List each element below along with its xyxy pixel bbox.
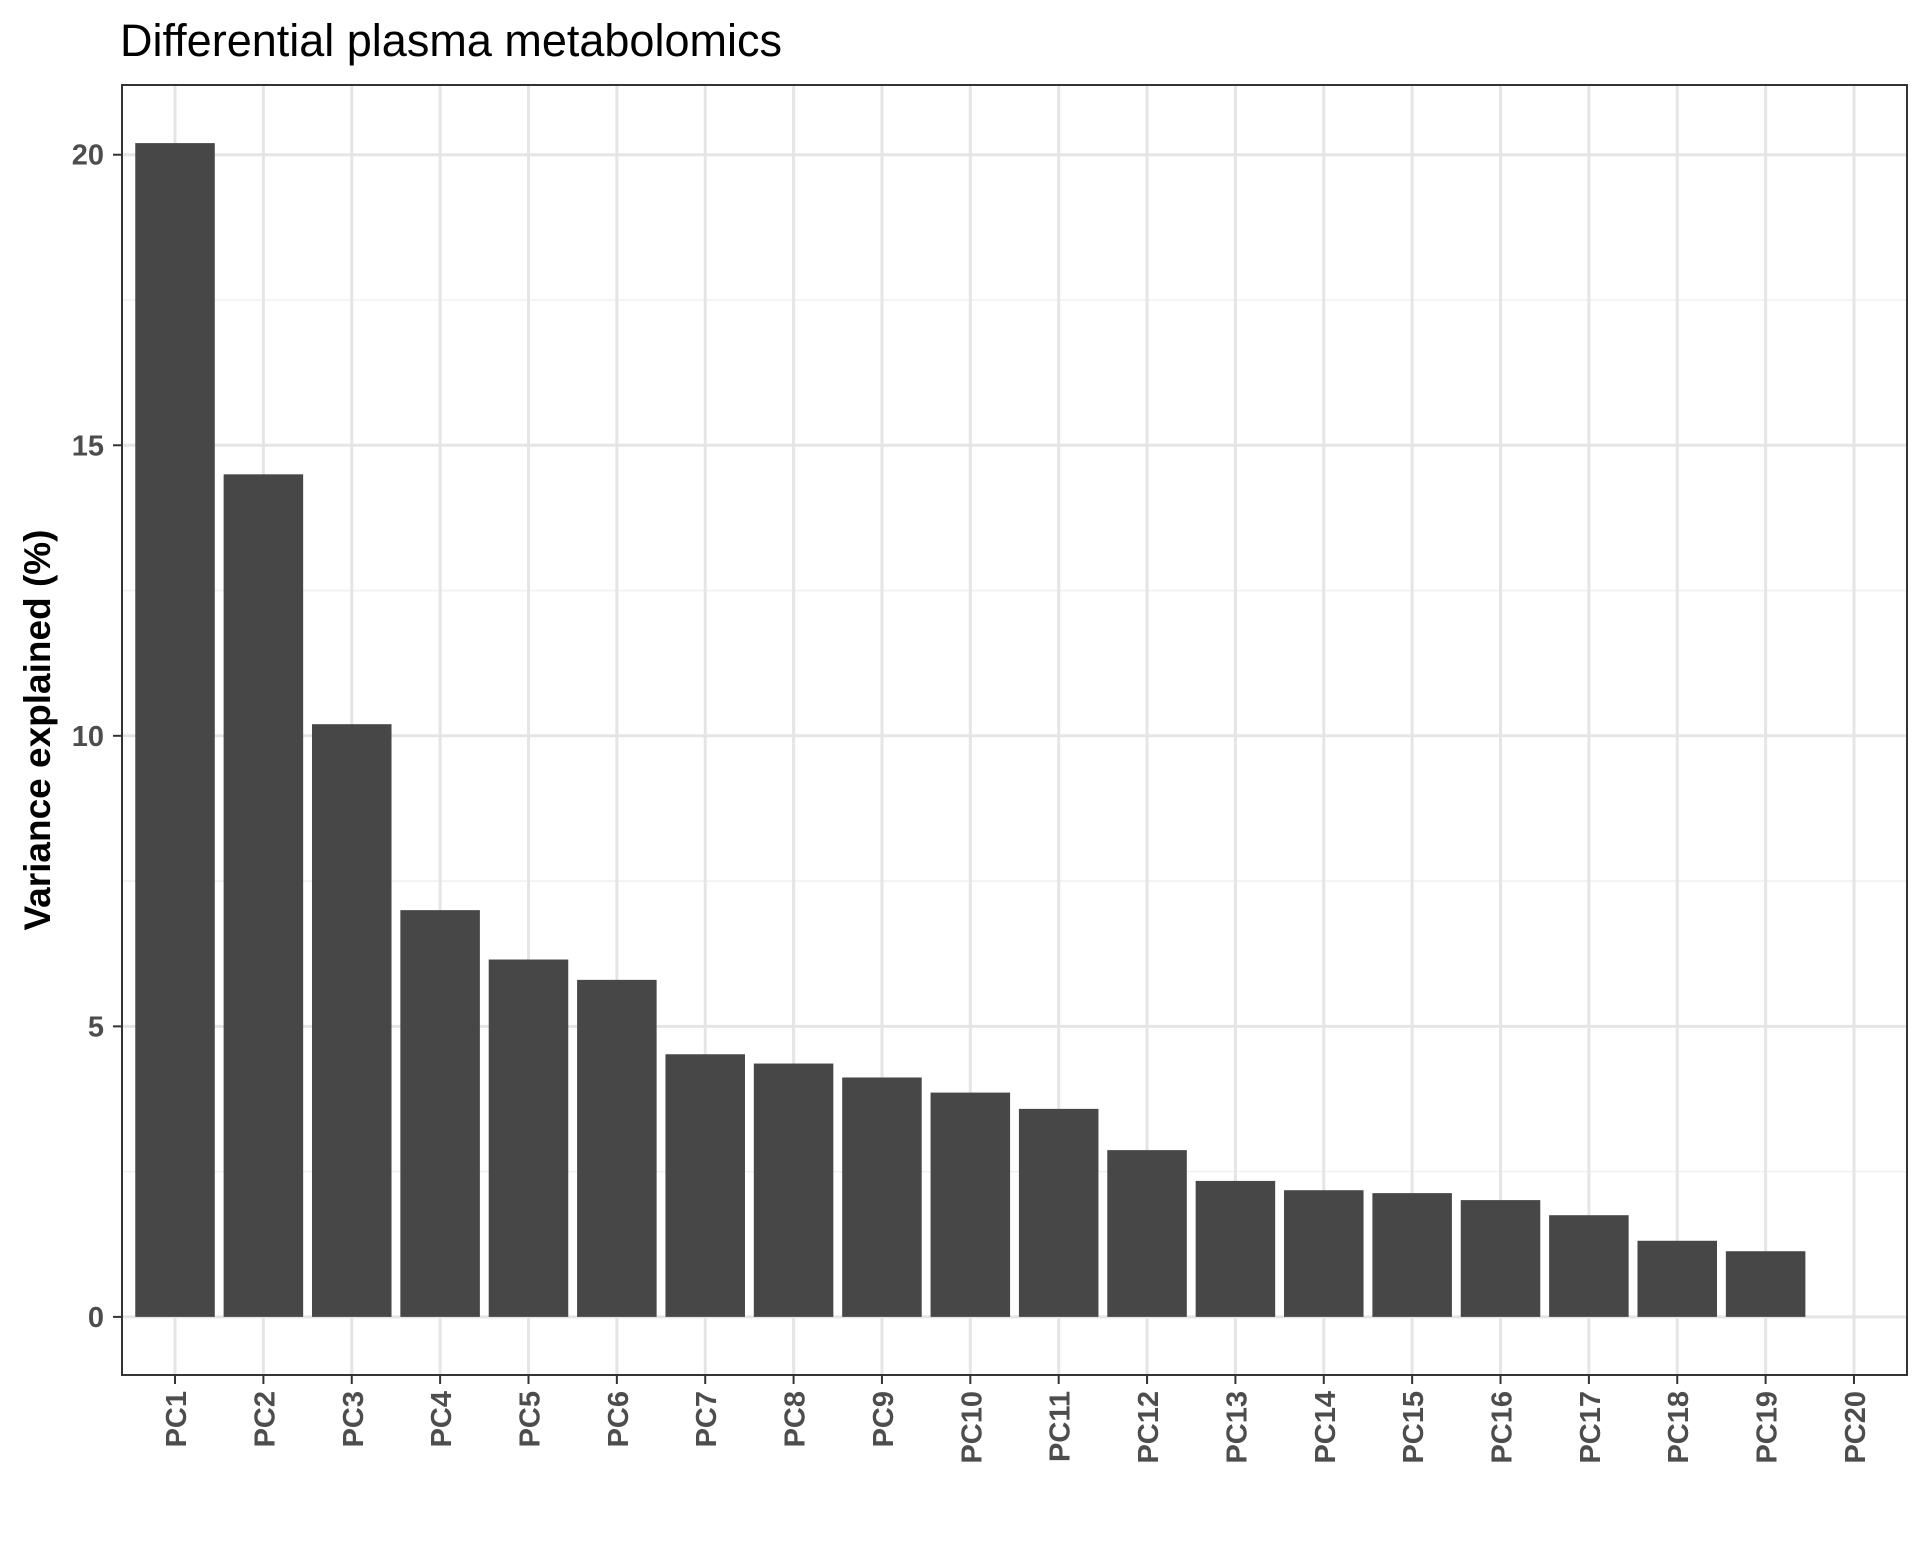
bar-pc11 (1018, 1108, 1099, 1317)
x-tick-label: PC1 (161, 1391, 193, 1447)
x-tick-label: PC11 (1045, 1391, 1077, 1462)
x-tick-label: PC12 (1133, 1391, 1165, 1464)
bar-pc10 (930, 1092, 1011, 1317)
x-tick-label: PC7 (691, 1391, 723, 1447)
bar-pc1 (135, 143, 215, 1317)
x-tick-label: PC3 (338, 1391, 370, 1447)
x-tick-label: PC9 (868, 1391, 900, 1447)
x-tick-label: PC17 (1575, 1391, 1607, 1464)
y-tick-label: 15 (72, 430, 104, 462)
x-tick-label: PC10 (956, 1391, 988, 1464)
x-tick-label: PC13 (1221, 1391, 1253, 1464)
bar-pc14 (1284, 1190, 1364, 1317)
chart-title: Differential plasma metabolomics (120, 15, 782, 66)
bar-pc4 (400, 910, 480, 1317)
x-tick-label: PC5 (514, 1391, 546, 1447)
bar-pc9 (842, 1077, 922, 1317)
x-tick-label: PC18 (1663, 1391, 1695, 1464)
y-axis: 0 5 10 15 20 (72, 140, 122, 1334)
x-tick-label: PC2 (249, 1391, 281, 1447)
bar-pc2 (223, 474, 304, 1317)
x-tick-label: PC15 (1398, 1391, 1430, 1464)
bar-pc5 (488, 959, 569, 1317)
x-axis: PC1 PC2 PC3 PC4 PC5 PC6 PC7 PC8 PC9 PC10 PC11 PC12 P… (161, 1375, 1872, 1464)
y-tick-label: 20 (72, 140, 104, 172)
y-tick-label: 0 (88, 1302, 104, 1334)
bar-pc16 (1460, 1200, 1541, 1317)
bar-pc13 (1195, 1180, 1276, 1317)
bar-pc8 (753, 1063, 834, 1317)
y-tick-label: 5 (88, 1011, 104, 1043)
x-tick-label: PC16 (1487, 1391, 1519, 1464)
x-tick-label: PC8 (780, 1391, 812, 1447)
x-tick-label: PC20 (1840, 1391, 1872, 1464)
bars (135, 143, 1806, 1317)
bar-pc3 (311, 724, 392, 1317)
bar-pc15 (1372, 1193, 1452, 1317)
bar-pc18 (1637, 1240, 1718, 1317)
bar-pc17 (1549, 1215, 1629, 1317)
x-tick-label: PC19 (1752, 1391, 1784, 1464)
plot-panel-border (121, 84, 1908, 1376)
bar-pc6 (577, 979, 657, 1317)
x-tick-label: PC6 (603, 1391, 635, 1447)
bar-pc19 (1725, 1251, 1806, 1317)
x-tick-label: PC14 (1310, 1391, 1342, 1464)
bar-pc7 (665, 1054, 745, 1317)
x-tick-label: PC4 (426, 1391, 458, 1447)
bar-pc12 (1107, 1150, 1187, 1317)
y-axis-label: Variance explained (%) (17, 529, 58, 930)
y-tick-label: 10 (72, 721, 104, 753)
